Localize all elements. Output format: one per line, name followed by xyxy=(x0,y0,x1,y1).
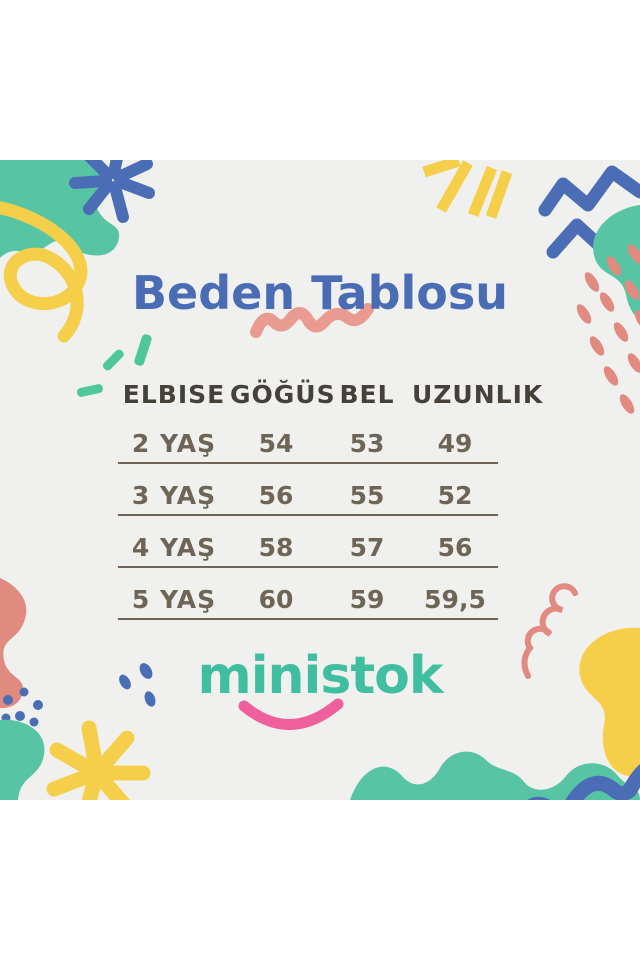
column-header-elbise: ELBISE xyxy=(122,379,226,409)
cell-value: 52 xyxy=(437,481,473,510)
yellow-right-blob-icon xyxy=(579,627,640,777)
column-header-bel: BEL xyxy=(339,379,395,409)
yellow-sun-rays-icon xyxy=(422,160,513,219)
coral-spiral-icon xyxy=(521,583,578,679)
cell-value: 58 xyxy=(258,533,294,562)
coral-rain-dashes-icon xyxy=(576,244,640,414)
yellow-star-icon xyxy=(46,720,151,800)
table-row: 4 YAŞ 58 57 56 xyxy=(118,516,498,568)
teal-bottom-left-blob-icon xyxy=(0,719,45,800)
teal-bottom-wave-icon xyxy=(350,751,640,800)
table-row: 2 YAŞ 54 53 49 xyxy=(118,412,498,464)
decoration-layer xyxy=(0,160,640,800)
cell-value: 57 xyxy=(349,533,385,562)
brand-logo: ministok xyxy=(197,646,444,706)
size-table: ELBISE GÖĞÜS BEL UZUNLIK 2 YAŞ 54 53 49 … xyxy=(118,376,544,620)
cell-value: 56 xyxy=(258,481,294,510)
cell-value: 53 xyxy=(349,429,385,458)
page-title: Beden Tablosu xyxy=(131,266,509,320)
cell-value: 49 xyxy=(437,429,473,458)
cell-value: 54 xyxy=(258,429,294,458)
cell-value: 59,5 xyxy=(424,585,486,614)
cell-value: 55 xyxy=(349,481,385,510)
cell-value: 56 xyxy=(437,533,473,562)
table-row: 5 YAŞ 60 59 59,5 xyxy=(118,568,498,620)
row-label: 5 YAŞ xyxy=(131,585,217,614)
row-label: 2 YAŞ xyxy=(131,429,217,458)
blue-dot-trio-icon xyxy=(119,663,156,707)
mint-dashes-icon xyxy=(76,334,152,397)
row-label: 3 YAŞ xyxy=(131,481,217,510)
cell-value: 60 xyxy=(258,585,294,614)
size-table-header: ELBISE GÖĞÜS BEL UZUNLIK xyxy=(118,376,544,412)
blue-loop-wave-icon xyxy=(528,764,640,800)
yellow-loop-squiggle-icon xyxy=(0,201,88,343)
table-row: 3 YAŞ 56 55 52 xyxy=(118,464,498,516)
coral-title-squiggle-icon xyxy=(250,303,374,338)
column-header-gogus: GÖĞÜS xyxy=(230,379,336,409)
blue-asterisk-icon xyxy=(69,160,155,223)
column-header-uzunluk: UZUNLIK xyxy=(412,379,544,409)
coral-left-wave-icon xyxy=(0,578,27,709)
row-label: 4 YAŞ xyxy=(131,533,217,562)
size-chart-card: Beden Tablosu ELBISE GÖĞÜS BEL UZUNLIK 2… xyxy=(0,160,640,800)
cell-value: 59 xyxy=(349,585,385,614)
